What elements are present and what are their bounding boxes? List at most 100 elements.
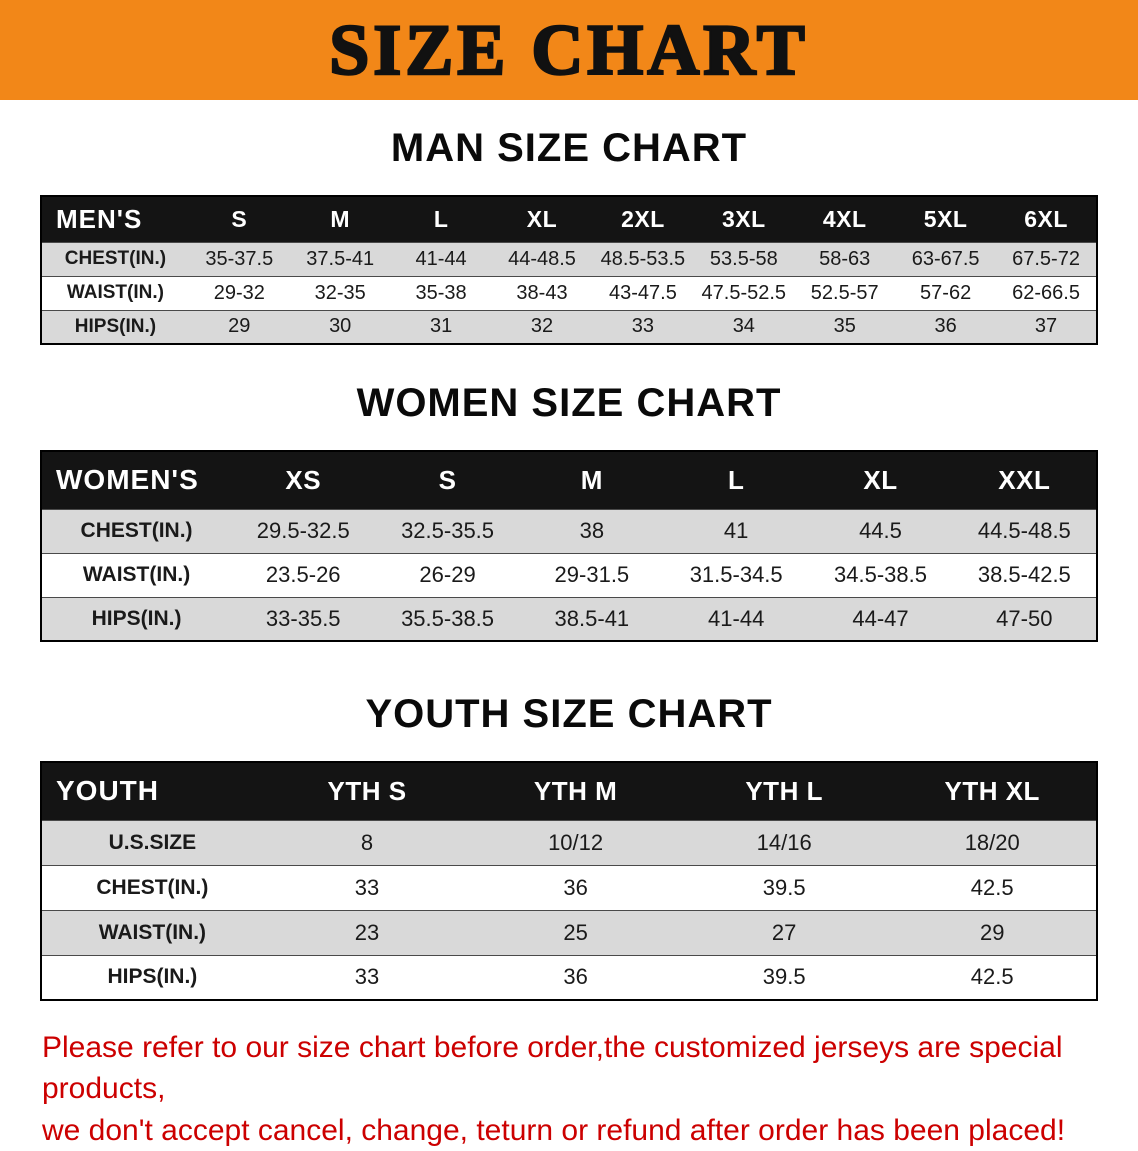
row-label-cell: HIPS(IN.) [41,309,189,344]
value-cell: 39.5 [679,864,889,910]
size-header-cell: 4XL [794,196,896,242]
disclaimer-text: Please refer to our size chart before or… [42,1027,1118,1151]
row-label-cell: HIPS(IN.) [41,954,263,1000]
value-cell: 34 [693,309,795,344]
youth-size-table: YOUTH YTH S YTH M YTH L YTH XL U.S.SIZE 8 10/12… [40,761,1098,1001]
table-row: CHEST(IN.) 29.5-32.5 32.5-35.5 38 41 44.5 44.5… [41,508,1097,553]
row-label-cell: HIPS(IN.) [41,596,232,641]
size-header-cell: 6XL [996,196,1097,242]
size-header-cell: L [390,196,492,242]
table-row: HIPS(IN.) 33-35.5 35.5-38.5 38.5-41 41-44 44-… [41,596,1097,641]
table-title-cell: YOUTH [41,762,263,820]
value-cell: 44.5 [808,508,953,553]
table-row: HIPS(IN.) 29 30 31 32 33 34 35 36 37 [41,309,1097,344]
table-header-row: WOMEN'S XS S M L XL XXL [41,451,1097,509]
value-cell: 47.5-52.5 [693,275,795,310]
value-cell: 42.5 [888,864,1097,910]
disclaimer-line: Please refer to our size chart before or… [42,1031,1063,1106]
size-header-cell: YTH L [679,762,889,820]
value-cell: 34.5-38.5 [808,552,953,597]
value-cell: 18/20 [888,819,1097,865]
value-cell: 48.5-53.5 [592,241,694,276]
row-label-cell: WAIST(IN.) [41,275,189,310]
size-header-cell: M [519,451,665,509]
value-cell: 32.5-35.5 [375,508,520,553]
women-size-section: WOMEN SIZE CHART WOMEN'S XS S M L XL XXL CHEST(… [0,345,1138,642]
row-label-cell: U.S.SIZE [41,819,263,865]
size-header-cell: XL [808,451,953,509]
value-cell: 38.5-42.5 [952,552,1097,597]
value-cell: 43-47.5 [592,275,694,310]
value-cell: 29.5-32.5 [231,508,376,553]
value-cell: 25 [471,909,680,955]
size-header-cell: YTH S [262,762,472,820]
table-header-row: YOUTH YTH S YTH M YTH L YTH XL [41,762,1097,820]
table-header-row: MEN'S S M L XL 2XL 3XL 4XL 5XL 6XL [41,196,1097,242]
table-row: HIPS(IN.) 33 36 39.5 42.5 [41,954,1097,1000]
value-cell: 36 [895,309,997,344]
row-label-cell: CHEST(IN.) [41,241,189,276]
value-cell: 35-38 [390,275,492,310]
value-cell: 41-44 [664,596,809,641]
value-cell: 58-63 [794,241,896,276]
men-size-table: MEN'S S M L XL 2XL 3XL 4XL 5XL 6XL CHEST(IN.) 35-37… [40,195,1098,345]
value-cell: 38 [519,508,665,553]
value-cell: 35-37.5 [188,241,290,276]
value-cell: 39.5 [679,954,889,1000]
men-section-heading: MAN SIZE CHART [390,126,748,170]
women-section-heading: WOMEN SIZE CHART [356,381,782,425]
youth-size-section: YOUTH SIZE CHART YOUTH YTH S YTH M YTH L YTH… [0,642,1138,1001]
value-cell: 33 [592,309,694,344]
table-row: WAIST(IN.) 23.5-26 26-29 29-31.5 31.5-34.5 34… [41,552,1097,597]
value-cell: 44-48.5 [491,241,593,276]
value-cell: 33 [262,954,472,1000]
value-cell: 37 [996,309,1097,344]
table-title-cell: MEN'S [41,196,189,242]
value-cell: 38-43 [491,275,593,310]
value-cell: 26-29 [375,552,520,597]
value-cell: 29-31.5 [519,552,665,597]
value-cell: 10/12 [471,819,680,865]
value-cell: 23.5-26 [231,552,376,597]
row-label-cell: CHEST(IN.) [41,508,232,553]
value-cell: 37.5-41 [289,241,391,276]
table-row: CHEST(IN.) 33 36 39.5 42.5 [41,864,1097,910]
value-cell: 44.5-48.5 [952,508,1097,553]
size-chart-banner: SIZE CHART [0,0,1138,100]
size-header-cell: XS [231,451,376,509]
value-cell: 44-47 [808,596,953,641]
table-title-cell: WOMEN'S [41,451,232,509]
value-cell: 36 [471,954,680,1000]
men-size-section: MAN SIZE CHART MEN'S S M L XL 2XL 3XL 4XL 5XL 6XL… [0,100,1138,345]
table-row: U.S.SIZE 8 10/12 14/16 18/20 [41,819,1097,865]
value-cell: 53.5-58 [693,241,795,276]
size-header-cell: S [375,451,520,509]
value-cell: 67.5-72 [996,241,1097,276]
value-cell: 42.5 [888,954,1097,1000]
value-cell: 33 [262,864,472,910]
value-cell: 41-44 [390,241,492,276]
value-cell: 29 [188,309,290,344]
value-cell: 35 [794,309,896,344]
value-cell: 31.5-34.5 [664,552,809,597]
value-cell: 38.5-41 [519,596,665,641]
size-header-cell: S [188,196,290,242]
value-cell: 62-66.5 [996,275,1097,310]
value-cell: 31 [390,309,492,344]
row-label-cell: WAIST(IN.) [41,552,232,597]
size-header-cell: L [664,451,809,509]
value-cell: 41 [664,508,809,553]
value-cell: 33-35.5 [231,596,376,641]
size-header-cell: YTH M [471,762,680,820]
youth-section-heading: YOUTH SIZE CHART [365,692,773,736]
row-label-cell: WAIST(IN.) [41,909,263,955]
value-cell: 52.5-57 [794,275,896,310]
value-cell: 27 [679,909,889,955]
value-cell: 23 [262,909,472,955]
value-cell: 32 [491,309,593,344]
value-cell: 8 [262,819,472,865]
value-cell: 47-50 [952,596,1097,641]
value-cell: 63-67.5 [895,241,997,276]
value-cell: 14/16 [679,819,889,865]
value-cell: 36 [471,864,680,910]
